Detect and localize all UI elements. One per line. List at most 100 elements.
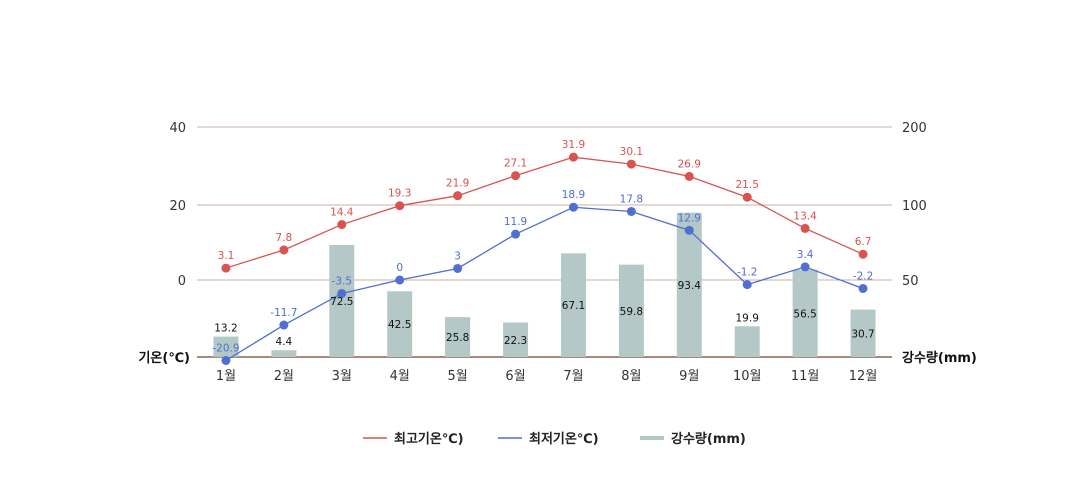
temperature-point [626, 159, 636, 169]
temperature-point-label: -11.7 [270, 307, 297, 319]
temperature-point [279, 245, 289, 255]
precipitation-bars [213, 212, 876, 357]
gridlines [197, 126, 892, 358]
precip-bar-label: 67.1 [562, 300, 585, 312]
precip-bar-label: 25.8 [446, 332, 469, 344]
precip-bar-label: 13.2 [214, 323, 237, 335]
temperature-point-label: 7.8 [276, 232, 293, 244]
temperature-point-label: 12.9 [678, 212, 701, 224]
temperature-point [395, 201, 405, 211]
temperature-point-label: 6.7 [855, 236, 872, 248]
temperature-line [225, 156, 864, 269]
temperature-point-label: 26.9 [678, 158, 701, 170]
y-left-tick-label: 0 [178, 274, 186, 289]
temperature-point-label: 14.4 [330, 207, 354, 219]
temperature-lines [221, 152, 868, 365]
temperature-point [511, 229, 521, 239]
temperature-point [453, 263, 463, 273]
temperature-point-label: -1.2 [737, 267, 758, 279]
temperature-point [800, 262, 810, 272]
precip-bar [792, 269, 818, 357]
data-labels: 13.2 4.4 72.5 42.5 25.8 22.3 67.1 59.8 93.4 19.9 5… [212, 139, 874, 354]
precip-bar [387, 291, 413, 357]
temperature-point-label: 11.9 [504, 216, 527, 228]
x-tick-label: 5월 [448, 369, 468, 384]
temperature-point-label: 30.1 [620, 146, 643, 158]
y-right-tick-label: 100 [902, 199, 927, 214]
temperature-point-label: 21.5 [736, 179, 759, 191]
y-left-tick-label: 20 [169, 199, 186, 214]
temperature-point-label: 13.4 [793, 210, 817, 222]
precip-bar-label: 19.9 [736, 312, 759, 324]
legend-label: 강수량(mm) [671, 431, 746, 447]
precip-bar-label: 72.5 [330, 296, 353, 308]
temperature-point-label: 17.8 [620, 193, 643, 205]
precip-bar-label: 59.8 [620, 306, 643, 318]
temperature-point-label: -2.2 [853, 270, 874, 282]
temperature-point-label: 19.3 [388, 188, 411, 200]
temperature-point-label: 18.9 [562, 189, 585, 201]
temperature-point [858, 249, 868, 259]
precip-bar [560, 253, 586, 357]
x-tick-label: 1월 [216, 369, 236, 384]
temperature-point [684, 225, 694, 235]
y-right-tick-label: 200 [902, 121, 927, 136]
temperature-point-label: 3 [454, 250, 461, 262]
temperature-point-label: 0 [396, 262, 403, 274]
temperature-point [453, 191, 463, 201]
legend: 최고기온℃) 최저기온℃) 강수량(mm) [363, 431, 746, 447]
legend-label: 최저기온℃) [529, 432, 599, 447]
x-tick-label: 10월 [733, 369, 762, 384]
x-tick-label: 6월 [505, 369, 525, 384]
temperature-point [221, 263, 231, 273]
temperature-point [511, 171, 521, 181]
temperature-point-label: 21.9 [446, 178, 469, 190]
x-tick-label: 2월 [274, 369, 294, 384]
x-tick-label: 9월 [679, 369, 699, 384]
temperature-point-label: 31.9 [562, 139, 585, 151]
legend-label: 최고기온℃) [394, 432, 464, 447]
temperature-point [742, 280, 752, 290]
temperature-point-label: -20.9 [212, 342, 239, 354]
temperature-point [568, 202, 578, 212]
temperature-point [626, 206, 636, 216]
y-right-axis-title: 강수량(mm) [902, 350, 977, 366]
precip-bar [503, 322, 529, 357]
temperature-point [742, 192, 752, 202]
x-tick-label: 4월 [390, 369, 410, 384]
precip-bar-label: 4.4 [276, 336, 293, 348]
y-right-tick-label: 50 [902, 274, 919, 289]
precip-bar [676, 212, 702, 357]
temperature-line [225, 206, 864, 362]
legend-bar-swatch [640, 436, 664, 440]
precip-bar [329, 244, 355, 357]
y-left-tick-label: 40 [169, 121, 186, 136]
temperature-point [800, 223, 810, 233]
temperature-point-label: 3.1 [218, 250, 235, 262]
temperature-point [337, 288, 347, 298]
precip-bar-label: 30.7 [851, 328, 874, 340]
precip-bar [271, 350, 297, 357]
temperature-point [221, 355, 231, 365]
temperature-point-label: -3.5 [332, 275, 353, 287]
precip-bar-label: 42.5 [388, 319, 411, 331]
precip-bar [213, 336, 239, 357]
precip-bar-label: 93.4 [678, 280, 702, 292]
precip-bar [445, 317, 471, 357]
x-tick-label: 8월 [621, 369, 641, 384]
temperature-point [858, 283, 868, 293]
temperature-point-label: 3.4 [797, 249, 814, 261]
x-tick-label: 11월 [791, 369, 820, 384]
precip-bar-label: 22.3 [504, 335, 527, 347]
temperature-point [568, 152, 578, 162]
x-tick-label: 3월 [332, 369, 352, 384]
y-left-axis-title: 기온(℃) [138, 351, 190, 366]
x-tick-label: 12월 [849, 369, 878, 384]
temperature-point [395, 275, 405, 285]
temperature-point-label: 27.1 [504, 158, 527, 170]
temperature-point [684, 171, 694, 181]
precip-bar [618, 264, 644, 357]
temperature-point [279, 320, 289, 330]
